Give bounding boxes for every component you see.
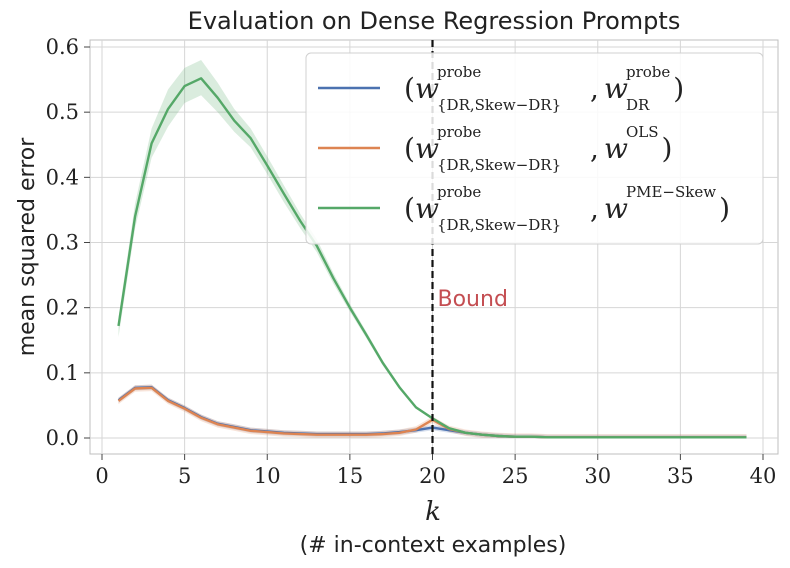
legend-superscript: OLS [626,123,659,141]
legend-comma: , [590,132,599,165]
legend-superscript: PME−Skew [626,183,716,201]
x-axis-ticks: 0 5 10 15 20 25 30 35 40 [95,454,776,488]
legend-symbol: w [415,132,439,165]
x-axis-label: k [425,497,441,527]
y-tick-label: 0.4 [46,165,79,189]
x-tick-label: 40 [750,464,777,488]
x-tick-label: 20 [419,464,446,488]
x-axis-sublabel: (# in-context examples) [300,533,567,558]
y-tick-label: 0.1 [46,361,79,385]
y-tick-label: 0.0 [46,426,79,450]
legend-paren-close: ) [662,132,673,165]
y-tick-label: 0.5 [46,100,79,124]
y-axis-ticks: 0.0 0.1 0.2 0.3 0.4 0.5 0.6 [46,35,90,450]
legend-superscript: probe [437,123,481,141]
legend-subscript: DR [626,96,650,114]
legend-symbol: w [604,132,628,165]
legend-paren-open: ( [404,72,415,105]
legend-comma: , [590,192,599,225]
x-tick-label: 0 [95,464,108,488]
series-3-band [118,60,747,438]
x-tick-label: 35 [667,464,694,488]
legend-box [305,52,764,245]
legend-paren-close: ) [673,72,684,105]
legend-paren-close: ) [719,192,730,225]
x-tick-label: 30 [584,464,611,488]
x-tick-label: 25 [502,464,529,488]
legend-superscript: probe [437,183,481,201]
y-axis-label: mean squared error [15,137,40,357]
chart-title: Evaluation on Dense Regression Prompts [188,7,681,35]
legend-subscript: {DR,Skew−DR} [437,156,561,174]
legend-paren-open: ( [404,132,415,165]
legend-comma: , [590,72,599,105]
legend-symbol: w [604,192,628,225]
y-tick-label: 0.2 [46,296,79,320]
legend-symbol: w [604,72,628,105]
legend-superscript: probe [626,63,670,81]
y-tick-label: 0.3 [46,231,79,255]
legend-subscript: {DR,Skew−DR} [437,216,561,234]
x-tick-label: 10 [254,464,281,488]
x-tick-label: 15 [337,464,364,488]
bound-annotation: Bound [438,287,508,312]
legend-symbol: w [415,72,439,105]
x-tick-label: 5 [178,464,191,488]
legend-superscript: probe [437,63,481,81]
legend-paren-open: ( [404,192,415,225]
legend-symbol: w [415,192,439,225]
y-tick-label: 0.6 [46,35,79,59]
legend-subscript: {DR,Skew−DR} [437,96,561,114]
